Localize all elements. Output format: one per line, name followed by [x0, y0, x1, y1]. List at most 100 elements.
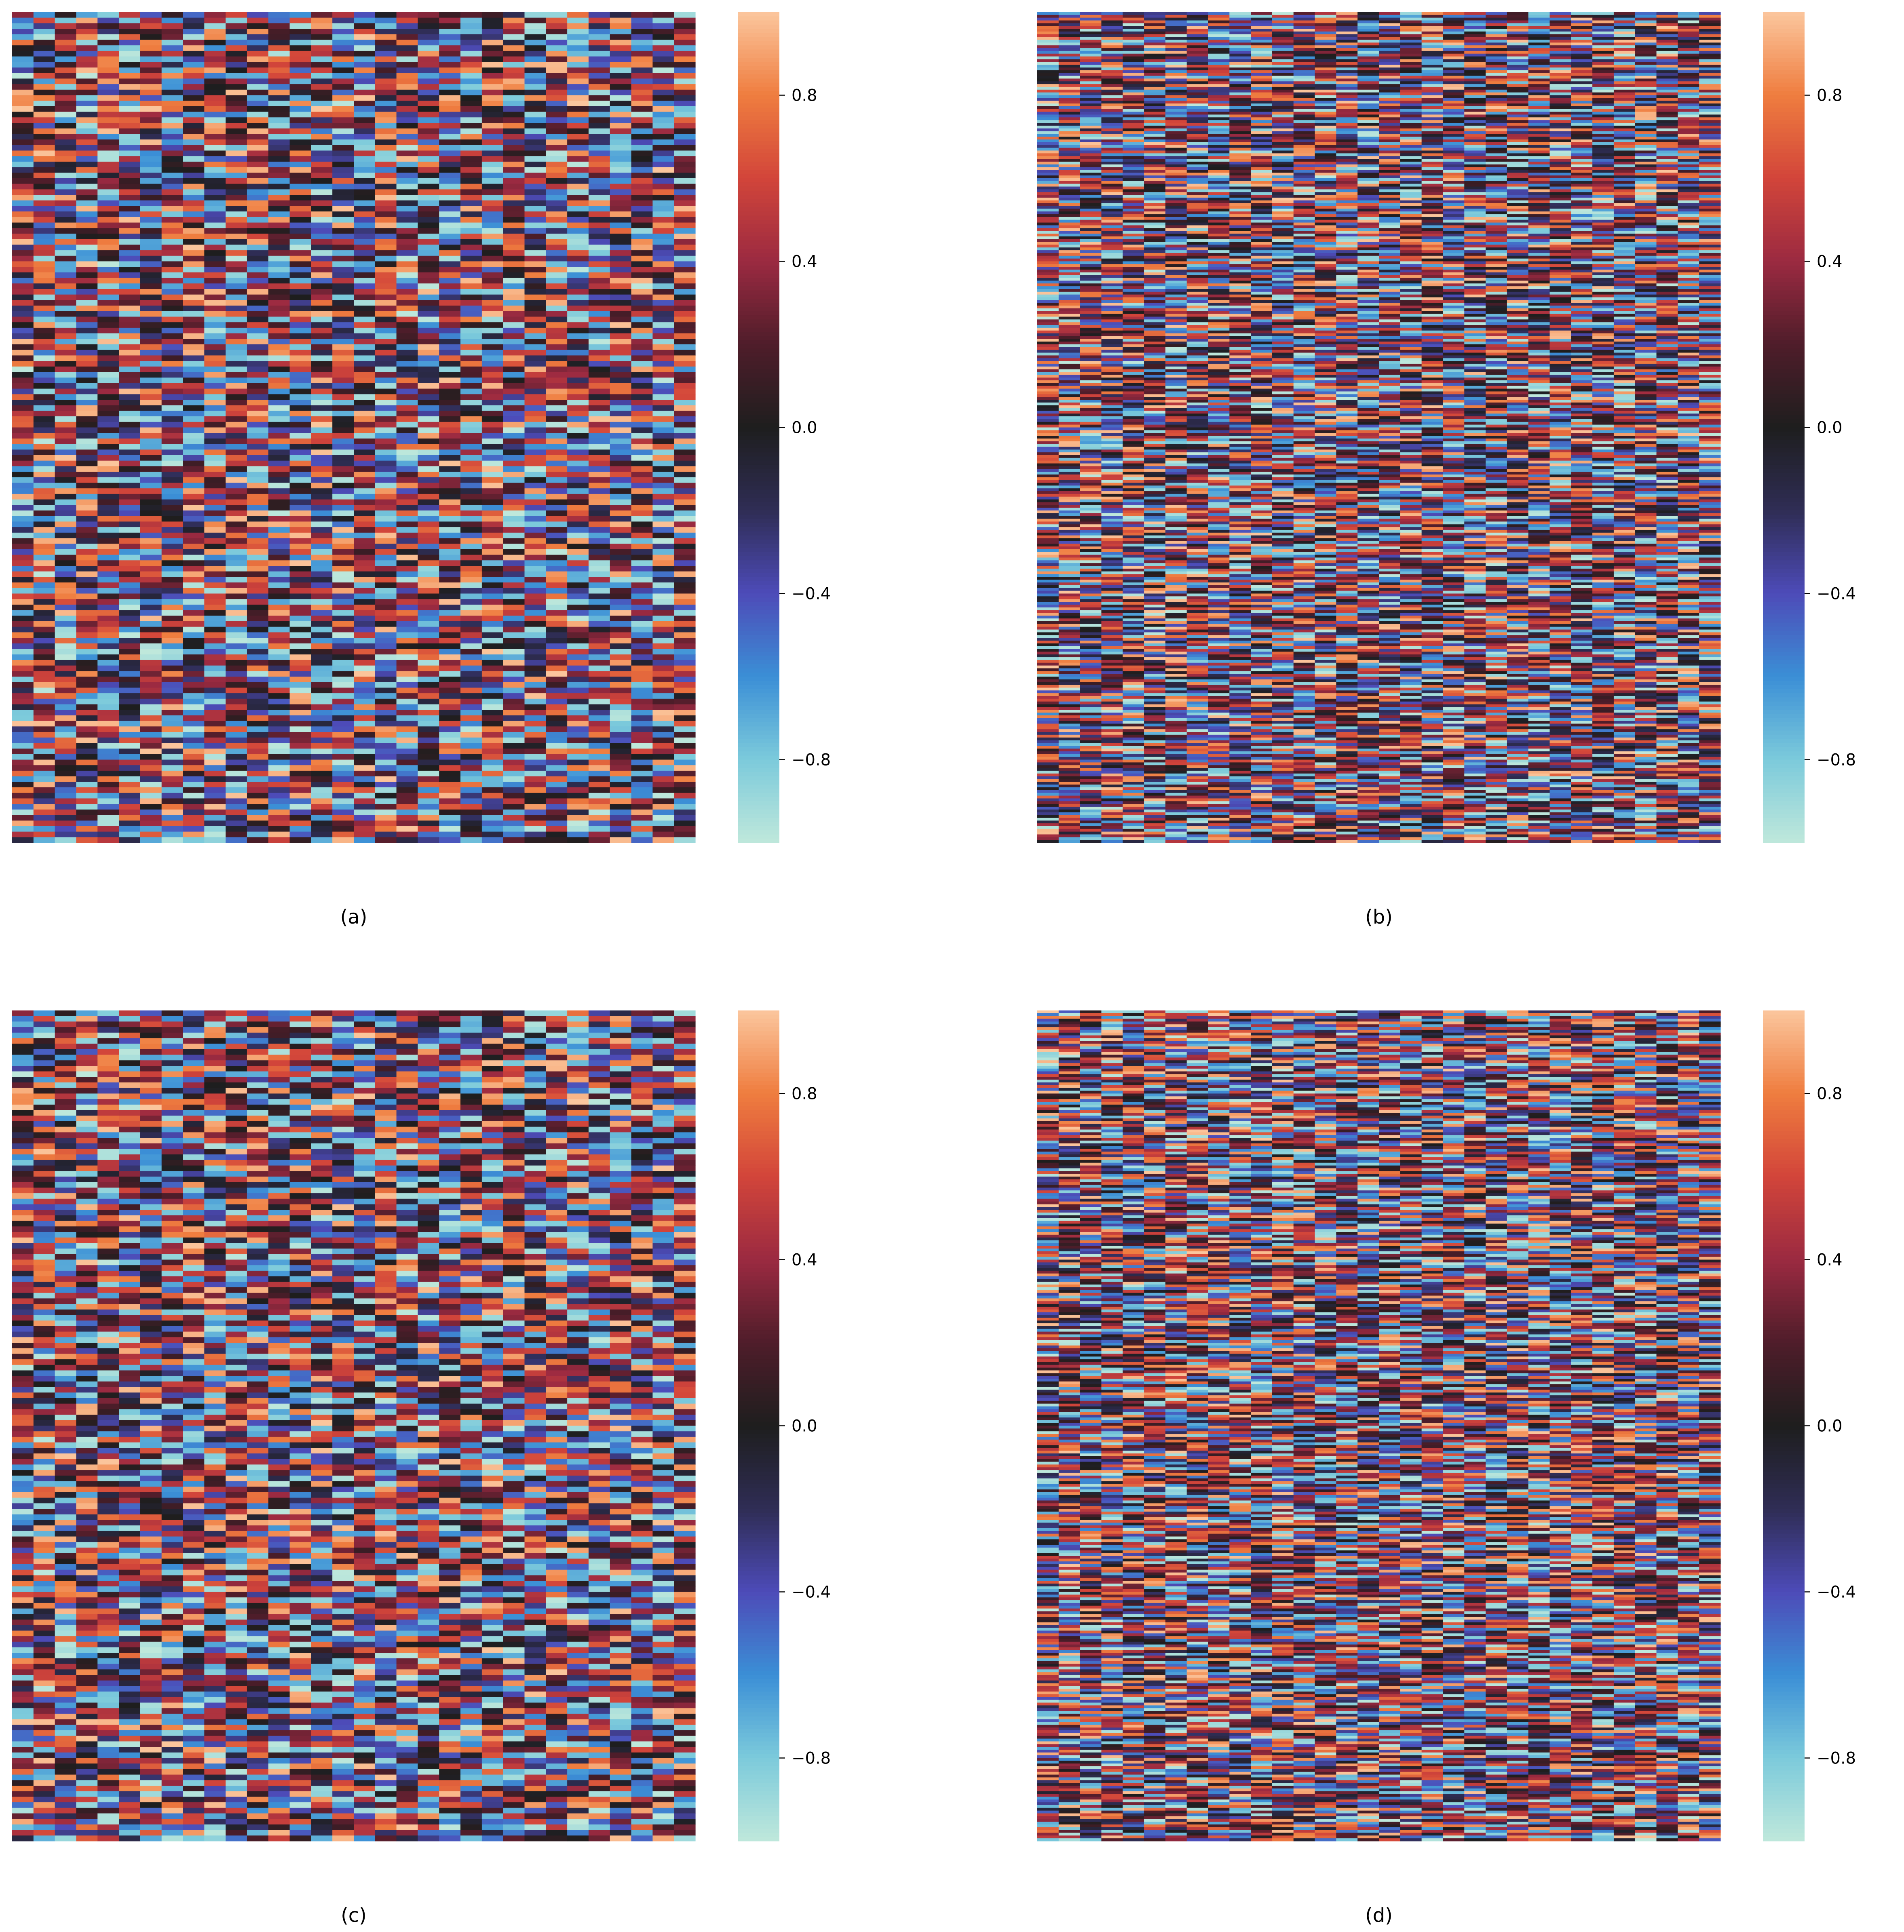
heatmap-a-cell	[34, 361, 55, 367]
heatmap-a-cell	[204, 18, 226, 23]
heatmap-a-cell	[610, 245, 631, 250]
heatmap-a-cell	[631, 488, 653, 494]
heatmap-a-cell	[204, 200, 226, 206]
heatmap-a-cell	[397, 527, 418, 533]
heatmap-a-cell	[12, 129, 34, 134]
heatmap-a-cell	[226, 57, 247, 62]
heatmap-a-cell	[12, 488, 34, 494]
heatmap-a-cell	[97, 449, 119, 455]
heatmap-a-cell	[119, 289, 140, 295]
heatmap-a-cell	[332, 339, 354, 344]
heatmap-a-cell	[460, 477, 482, 483]
heatmap-a-cell	[567, 416, 589, 422]
heatmap-a-cell	[226, 538, 247, 544]
heatmap-a-cell	[247, 333, 268, 339]
heatmap-a-cell	[226, 544, 247, 549]
heatmap-a-cell	[162, 262, 183, 267]
heatmap-a-cell	[375, 477, 397, 483]
heatmap-a-cell	[119, 101, 140, 106]
heatmap-a-cell	[503, 544, 525, 549]
heatmap-a-cell	[247, 394, 268, 400]
heatmap-a-cell	[290, 372, 311, 378]
heatmap-a-cell	[482, 527, 503, 533]
heatmap-a-cell	[375, 311, 397, 317]
heatmap-a-cell	[34, 394, 55, 400]
heatmap-a-cell	[332, 211, 354, 217]
heatmap-a-cell	[354, 256, 375, 262]
heatmap-a-cell	[226, 500, 247, 505]
heatmap-a-cell	[311, 151, 332, 156]
heatmap-a-cell	[375, 411, 397, 416]
heatmap-a-cell	[12, 162, 34, 167]
heatmap-a-cell	[482, 173, 503, 178]
heatmap-a-cell	[140, 372, 162, 378]
heatmap-a-cell	[332, 433, 354, 439]
heatmap-a-cell	[525, 439, 546, 444]
heatmap-a-cell	[268, 560, 290, 566]
heatmap-a-cell	[12, 40, 34, 46]
heatmap-a-cell	[34, 134, 55, 139]
heatmap-a-cell	[354, 139, 375, 145]
heatmap-a-cell	[140, 538, 162, 544]
heatmap-a-cell	[12, 428, 34, 433]
heatmap-a-cell	[460, 306, 482, 311]
heatmap-a-cell	[76, 278, 97, 284]
heatmap-a-cell	[354, 594, 375, 599]
heatmap-a-cell	[439, 262, 460, 267]
heatmap-a-cell	[460, 350, 482, 356]
heatmap-a-cell	[482, 123, 503, 129]
heatmap-a-cell	[375, 178, 397, 184]
heatmap-a-cell	[97, 112, 119, 118]
heatmap-a-cell	[397, 361, 418, 367]
heatmap-a-cell	[610, 577, 631, 582]
heatmap-a-cell	[311, 45, 332, 51]
heatmap-a-cell	[226, 23, 247, 29]
heatmap-a-cell	[418, 488, 439, 494]
heatmap-a-cell	[460, 422, 482, 428]
heatmap-a-cell	[418, 12, 439, 18]
heatmap-a-cell	[418, 123, 439, 129]
heatmap-a-cell	[226, 51, 247, 57]
heatmap-a-cell	[631, 106, 653, 112]
heatmap-a-cell	[631, 239, 653, 245]
heatmap-a-cell	[354, 62, 375, 67]
heatmap-a-cell	[268, 262, 290, 267]
heatmap-a-cell	[460, 67, 482, 73]
heatmap-a-cell	[567, 245, 589, 250]
heatmap-a-cell	[439, 40, 460, 46]
heatmap-a-cell	[652, 129, 674, 134]
heatmap-a-cell	[204, 156, 226, 162]
heatmap-a-cell	[76, 444, 97, 450]
heatmap-a-cell	[140, 90, 162, 95]
heatmap-a-cell	[247, 361, 268, 367]
heatmap-a-cell	[332, 521, 354, 527]
heatmap-a-cell	[268, 444, 290, 450]
heatmap-a-cell	[525, 444, 546, 450]
heatmap-a-cell	[354, 472, 375, 477]
heatmap-a-cell	[460, 449, 482, 455]
heatmap-a-cell	[290, 449, 311, 455]
heatmap-a-cell	[55, 34, 76, 40]
heatmap-a-cell	[247, 256, 268, 262]
heatmap-a-cell	[332, 112, 354, 118]
heatmap-a-cell	[439, 29, 460, 34]
heatmap-a-cell	[652, 549, 674, 555]
heatmap-a-cell	[610, 250, 631, 256]
heatmap-a-cell	[525, 428, 546, 433]
heatmap-a-cell	[375, 272, 397, 278]
heatmap-a-cell	[546, 18, 567, 23]
heatmap-a-cell	[482, 211, 503, 217]
heatmap-a-cell	[567, 566, 589, 572]
heatmap-a-cell	[204, 139, 226, 145]
heatmap-a-cell	[460, 378, 482, 383]
heatmap-a-cell	[332, 23, 354, 29]
heatmap-a-cell	[76, 605, 97, 610]
heatmap-a-cell	[204, 344, 226, 350]
heatmap-a-cell	[610, 599, 631, 605]
heatmap-a-cell	[631, 211, 653, 217]
heatmap-a-cell	[183, 527, 205, 533]
heatmap-a-cell	[97, 18, 119, 23]
heatmap-a-cell	[12, 560, 34, 566]
heatmap-a-cell	[311, 594, 332, 599]
heatmap-a-cell	[55, 228, 76, 234]
